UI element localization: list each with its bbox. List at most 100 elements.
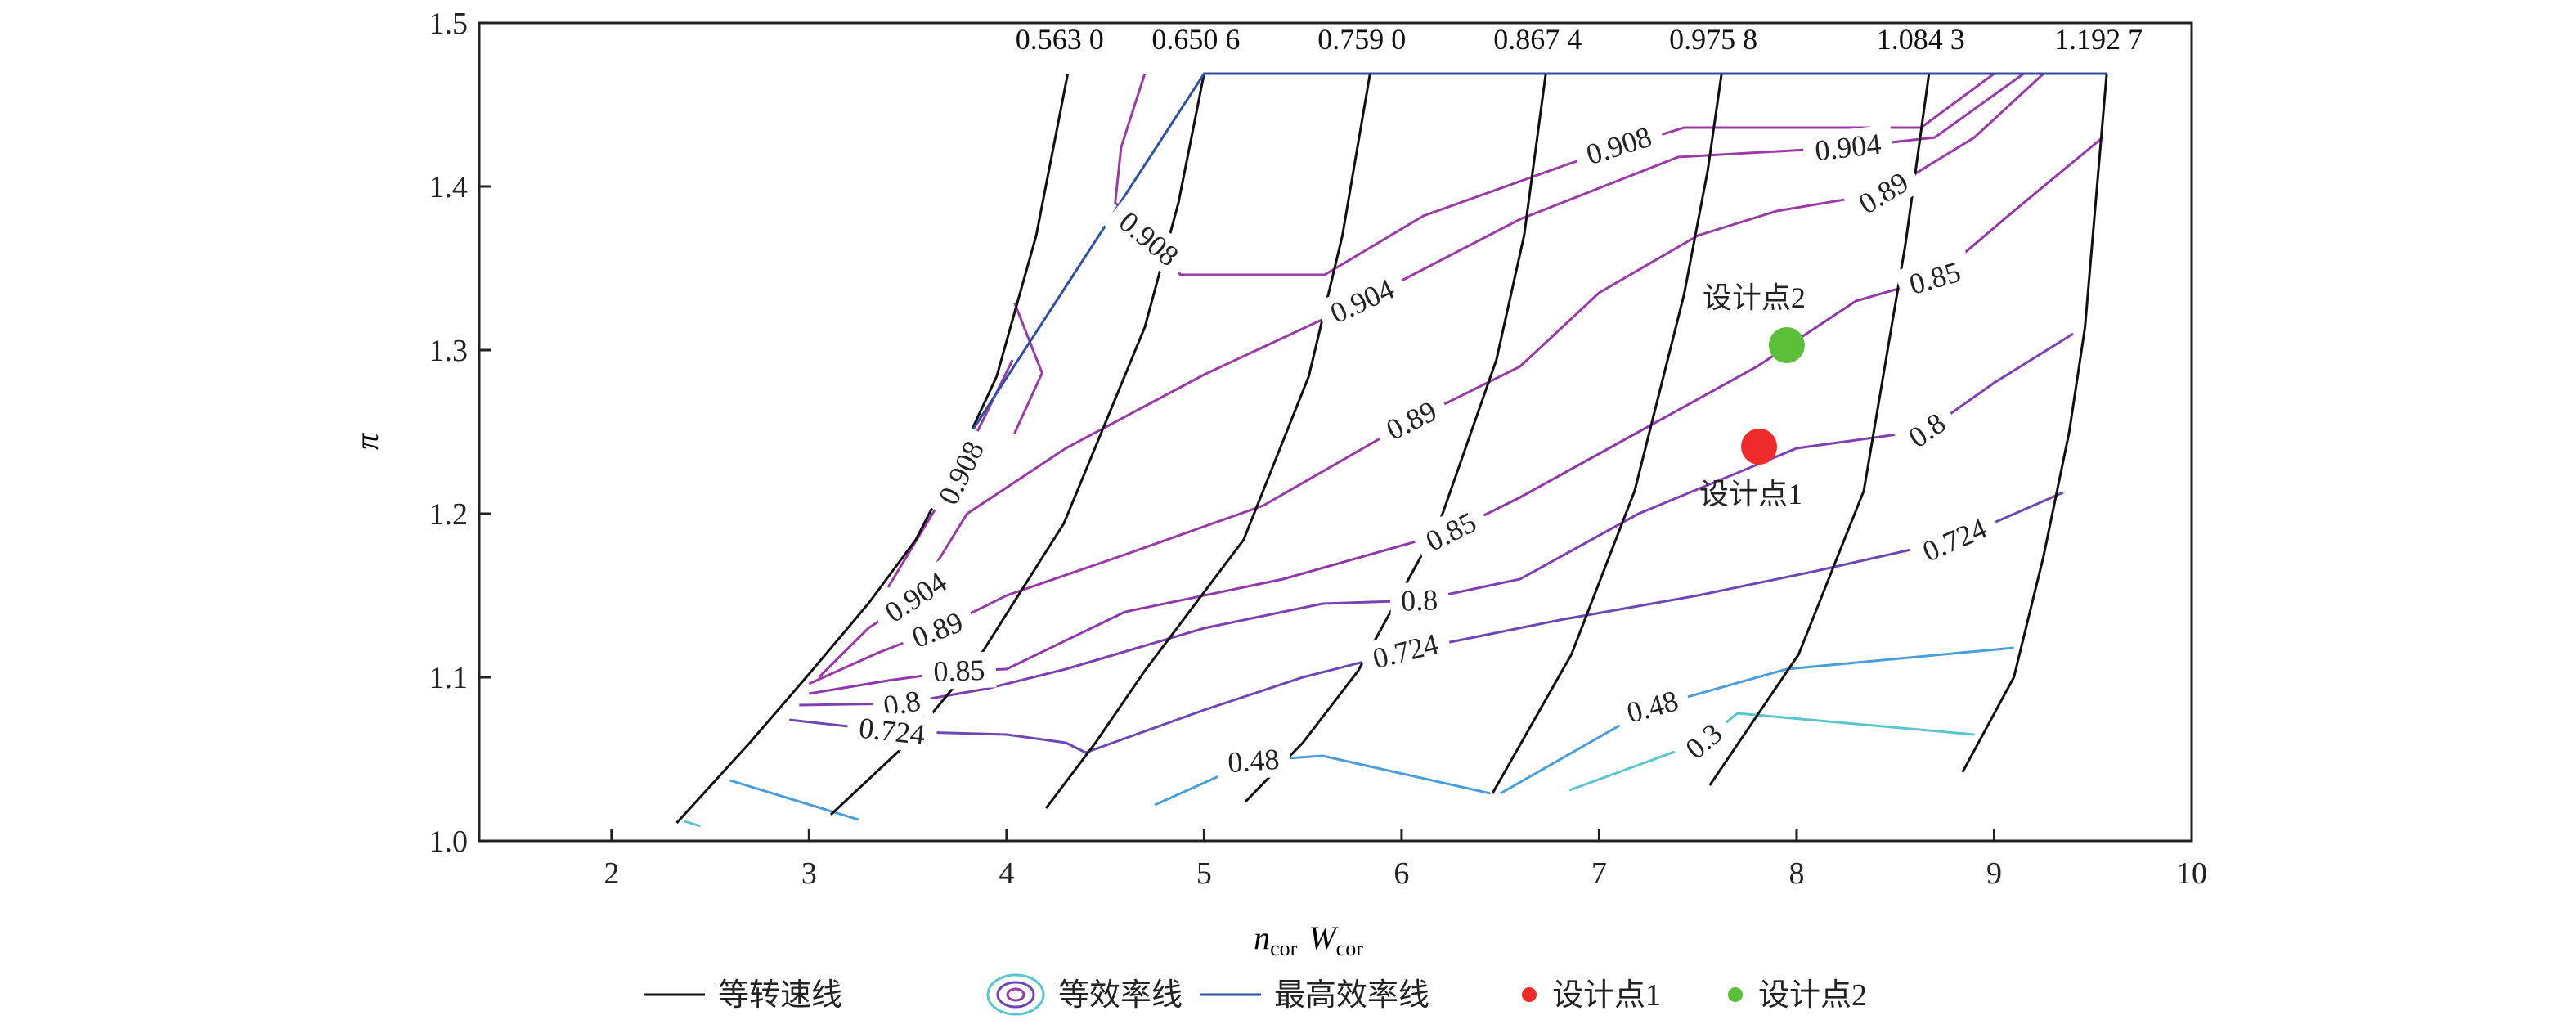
contour-label-bg	[1370, 388, 1453, 453]
speed-line-label: 0.975 8	[1669, 23, 1757, 56]
contour-label-0.724: 0.724	[1358, 622, 1453, 680]
legend-design1-label: 设计点1	[1552, 978, 1661, 1013]
efficiency-contour-0.908	[1013, 302, 1043, 434]
contour-label-0.3: 0.3	[1670, 708, 1738, 774]
contour-label-bg	[1906, 506, 2003, 574]
legend-maxeff-label: 最高效率线	[1274, 978, 1429, 1013]
plot-frame	[478, 21, 2193, 843]
contour-label-bg	[868, 557, 963, 637]
design-point-2	[1768, 327, 1805, 363]
efficiency-contour-0.724	[789, 491, 2064, 754]
contour-label-bg	[1389, 581, 1449, 620]
max-efficiency-line	[963, 72, 2107, 443]
contour-label-text: 0.48	[1227, 743, 1281, 779]
contour-label-bg	[896, 600, 979, 660]
contour-label-bg	[925, 425, 998, 521]
contour-label-bg	[846, 708, 939, 754]
contour-label-0.85: 0.85	[1410, 499, 1492, 564]
contour-label-bg	[1102, 196, 1195, 281]
contour-label-bg	[1612, 679, 1693, 735]
contour-label-text: 0.908	[932, 436, 991, 510]
contour-label-0.48: 0.48	[1612, 679, 1693, 735]
contour-label-text: 0.724	[857, 712, 927, 752]
speed-lines: 0.563 0 0.650 6 0.759 0 0.867 4 0.975 8 1.084…	[675, 23, 2143, 825]
contour-label-0.904: 0.904	[1802, 124, 1895, 170]
x-tick-label: 5	[1196, 856, 1212, 891]
contour-label-0.89: 0.89	[1370, 388, 1453, 453]
x-label-sub1: cor	[1270, 937, 1298, 960]
contour-label-0.48: 0.48	[1215, 739, 1292, 782]
contour-label-text: 0.85	[1905, 255, 1964, 301]
contour-label-0.724: 0.724	[846, 708, 939, 754]
contour-label-0.724: 0.724	[1906, 506, 2003, 574]
speed-line-label: 1.084 3	[1877, 23, 1965, 56]
contour-label-bg	[1358, 622, 1453, 680]
contour-label-bg	[1842, 158, 1925, 228]
speed-line-1.1927	[1961, 73, 2108, 773]
x-label-w: W	[1308, 919, 1339, 956]
contour-label-text: 0.724	[1918, 511, 1991, 568]
contour-label-0.908: 0.908	[1570, 115, 1667, 177]
contour-label-0.908: 0.908	[1102, 196, 1195, 281]
max-efficiency-polyline	[963, 72, 2107, 443]
y-tick-label: 1.2	[429, 497, 469, 532]
legend-contour-label: 等效率线	[1058, 978, 1183, 1013]
x-axis-label: ncor Wcor	[1254, 919, 1363, 960]
efficiency-contour-0.48	[1499, 646, 2014, 795]
contour-label-bg	[1670, 708, 1738, 774]
contour-label-0.8: 0.8	[1389, 581, 1449, 620]
contour-label-0.85: 0.85	[1894, 250, 1976, 306]
contour-label-text: 0.85	[933, 654, 985, 688]
contour-label-0.85: 0.85	[922, 651, 997, 690]
speed-line-label: 0.759 0	[1317, 23, 1406, 56]
x-tick-label: 6	[1393, 856, 1409, 891]
speed-line-0.7590	[1045, 73, 1371, 809]
contour-label-bg	[1410, 499, 1492, 564]
design-point-2-label: 设计点2	[1703, 281, 1806, 314]
contour-label-0.8: 0.8	[1892, 398, 1962, 462]
y-tick-label: 1.0	[429, 825, 469, 859]
x-tick-label: 4	[999, 856, 1014, 891]
legend-design2-marker	[1728, 987, 1743, 1002]
y-axis-label: π	[348, 433, 385, 450]
contour-label-bg	[1894, 250, 1976, 306]
contour-label-text: 0.8	[1400, 583, 1438, 617]
contour-label-bg	[1570, 115, 1667, 177]
legend-design1-marker	[1522, 987, 1537, 1002]
legend-design2-label: 设计点2	[1758, 978, 1867, 1013]
x-label-n: n	[1254, 919, 1270, 956]
legend-speed-label: 等转速线	[718, 978, 842, 1013]
axes: 2 3 4 5 6 7 8 9 10 1.0 1.1 1.2 1.3 1.4 1.5	[429, 7, 2208, 891]
contour-label-0.904: 0.904	[1313, 266, 1411, 336]
efficiency-contour-0.3	[684, 820, 701, 828]
legend-contour-icon	[986, 973, 1045, 1016]
contour-label-bg	[1802, 124, 1895, 170]
legend: 等转速线 等效率线 最高效率线 设计点1 设计点2	[644, 973, 1867, 1016]
efficiency-contour-0.908	[1114, 72, 1995, 276]
design-point-1	[1741, 429, 1778, 465]
speed-line-0.9758	[1491, 73, 1723, 794]
x-tick-label: 8	[1788, 856, 1804, 891]
efficiency-contour-0.48	[1154, 754, 1491, 807]
y-tick-label: 1.5	[429, 7, 469, 41]
contour-label-bg	[922, 651, 997, 690]
y-tick-label: 1.3	[429, 334, 469, 368]
x-label-sub2: cor	[1336, 937, 1364, 960]
contour-label-0.908: 0.908	[925, 425, 998, 521]
y-tick-label: 1.1	[429, 661, 469, 695]
contour-label-text: 0.724	[1370, 627, 1442, 676]
x-tick-label: 7	[1591, 856, 1607, 891]
design-points: 设计点1 设计点2	[1699, 281, 1806, 510]
x-tick-label: 3	[801, 856, 817, 891]
speed-line-label: 0.563 0	[1016, 23, 1104, 56]
contour-label-text: 0.48	[1623, 684, 1681, 729]
speed-line-label: 0.650 6	[1151, 23, 1240, 56]
contour-label-0.89: 0.89	[1842, 158, 1925, 228]
speed-line-label: 1.192 7	[2054, 23, 2143, 56]
contour-label-bg	[1313, 266, 1411, 336]
contour-label-bg	[1215, 739, 1292, 782]
efficiency-contour-0.48	[729, 779, 859, 821]
x-tick-label: 10	[2176, 856, 2207, 891]
y-tick-label: 1.4	[429, 170, 469, 204]
